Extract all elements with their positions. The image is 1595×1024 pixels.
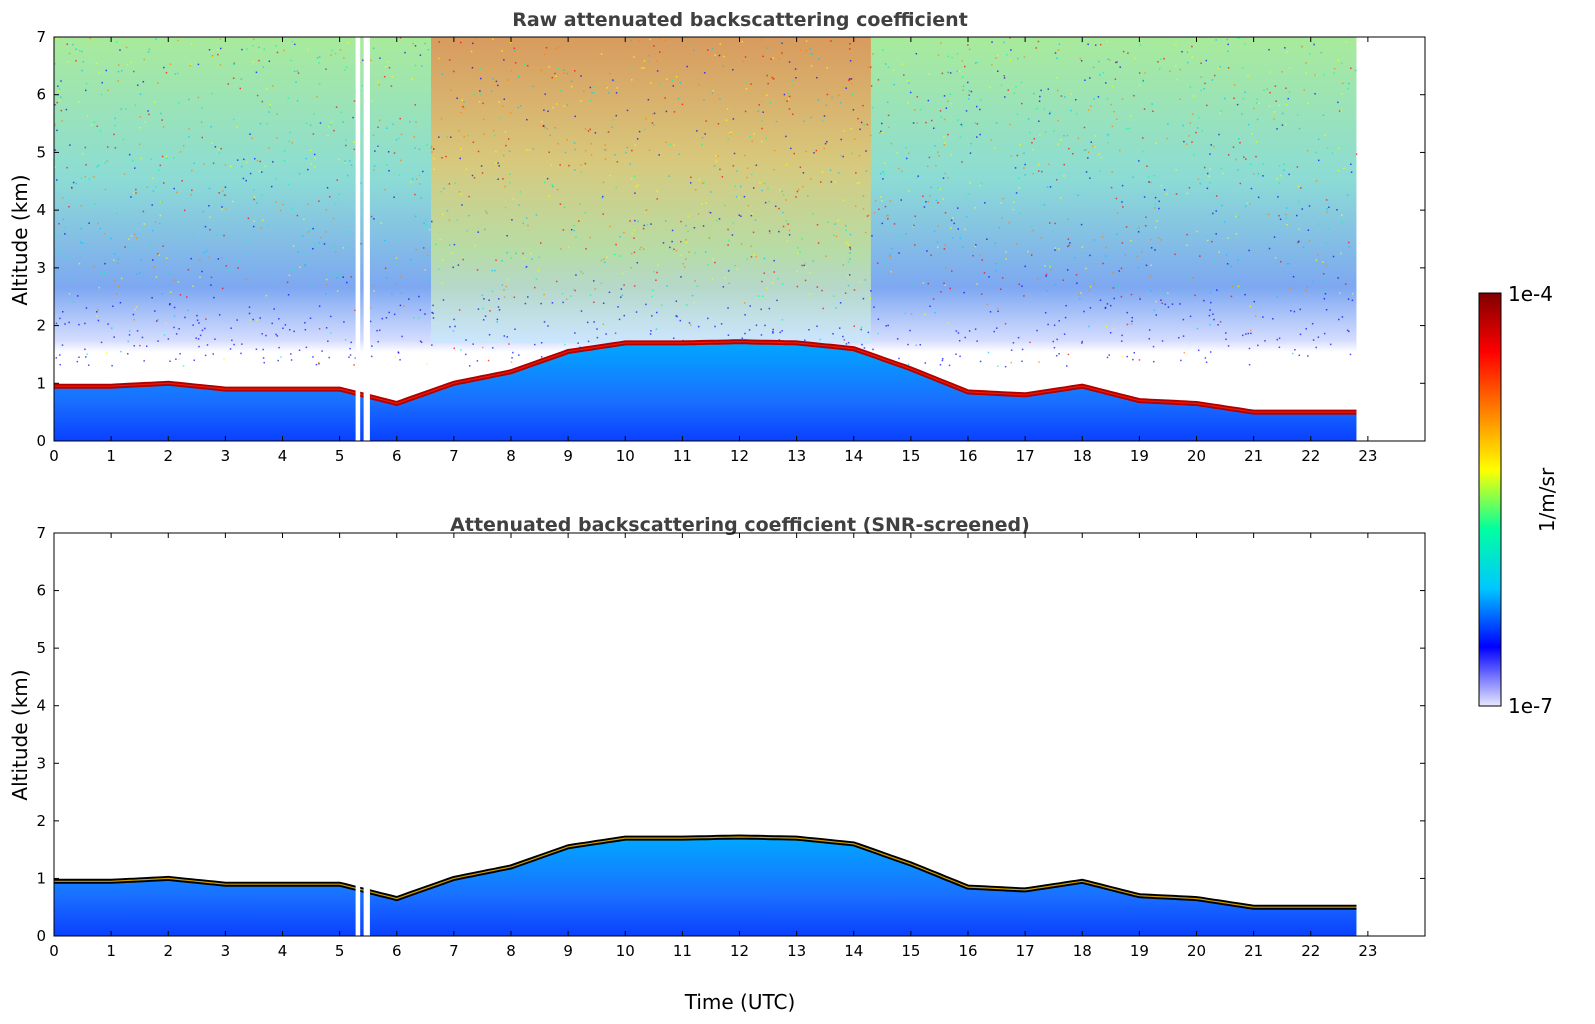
y-tick-label: 6 — [36, 86, 46, 104]
y-tick-label: 6 — [36, 582, 46, 600]
x-tick-label: 12 — [730, 447, 749, 465]
x-tick-label: 9 — [563, 942, 573, 960]
x-tick-label: 19 — [1130, 942, 1149, 960]
x-tick-label: 3 — [221, 942, 231, 960]
y-tick-label: 3 — [36, 754, 46, 772]
top-panel-title: Raw attenuated backscattering coefficien… — [512, 9, 968, 31]
x-tick-label: 22 — [1301, 942, 1320, 960]
x-tick-label: 11 — [673, 942, 692, 960]
y-tick-label: 7 — [36, 524, 46, 542]
colorbar — [1478, 292, 1502, 707]
y-tick-label: 1 — [36, 869, 46, 887]
x-tick-label: 17 — [1016, 942, 1035, 960]
data-gap-0 — [355, 37, 361, 441]
daytime-noise — [431, 37, 871, 343]
y-tick-label: 5 — [36, 639, 46, 657]
top-y-axis-label: Altitude (km) — [8, 174, 32, 305]
layer-top-highlight — [54, 341, 1357, 413]
boundary-layer — [54, 341, 1357, 441]
x-tick-label: 6 — [392, 942, 402, 960]
x-tick-label: 7 — [449, 447, 459, 465]
x-tick-label: 6 — [392, 447, 402, 465]
x-tick-label: 2 — [163, 942, 173, 960]
x-tick-label: 14 — [844, 447, 863, 465]
y-tick-label: 5 — [36, 143, 46, 161]
x-tick-label: 7 — [449, 942, 459, 960]
x-tick-label: 13 — [787, 942, 806, 960]
heatmap-field — [54, 37, 1358, 441]
x-tick-label: 22 — [1301, 447, 1320, 465]
x-tick-label: 15 — [901, 447, 920, 465]
x-tick-label: 1 — [106, 447, 116, 465]
x-tick-label: 21 — [1244, 447, 1263, 465]
colorbar-unit-label: 1/m/sr — [1535, 467, 1559, 532]
y-tick-label: 2 — [36, 812, 46, 830]
layer-top-highlight — [54, 836, 1357, 908]
x-tick-label: 4 — [278, 942, 288, 960]
y-tick-label: 2 — [36, 317, 46, 335]
x-tick-label: 5 — [335, 942, 345, 960]
x-tick-label: 1 — [106, 942, 116, 960]
boundary-layer — [54, 837, 1357, 936]
y-tick-label: 7 — [36, 28, 46, 46]
y-tick-label: 4 — [36, 201, 46, 219]
x-tick-label: 21 — [1244, 942, 1263, 960]
x-tick-label: 0 — [49, 447, 59, 465]
y-tick-label: 0 — [36, 927, 46, 945]
x-tick-label: 13 — [787, 447, 806, 465]
heatmap-field — [54, 533, 1357, 936]
data-gap-0 — [355, 533, 361, 936]
x-tick-label: 0 — [49, 942, 59, 960]
x-tick-label: 23 — [1358, 447, 1377, 465]
x-tick-label: 5 — [335, 447, 345, 465]
x-tick-label: 16 — [958, 942, 977, 960]
bottom-panel: 0 1 2 3 4 5 6 7 8 9 10 11 12 13 14 15 16 17 18 19 20 21 22 2301… — [36, 524, 1426, 960]
x-tick-label: 20 — [1187, 942, 1206, 960]
x-tick-label: 19 — [1130, 447, 1149, 465]
x-tick-label: 18 — [1073, 447, 1092, 465]
x-tick-label: 12 — [730, 942, 749, 960]
x-tick-label: 4 — [278, 447, 288, 465]
x-tick-label: 20 — [1187, 447, 1206, 465]
x-tick-label: 3 — [221, 447, 231, 465]
top-panel: 0 1 2 3 4 5 6 7 8 9 10 11 12 13 14 15 16 17 18 19 20 21 22 2301… — [36, 28, 1426, 465]
x-tick-label: 16 — [958, 447, 977, 465]
x-tick-label: 8 — [506, 942, 516, 960]
y-tick-label: 1 — [36, 374, 46, 392]
x-tick-label: 18 — [1073, 942, 1092, 960]
data-gap-1 — [363, 37, 370, 441]
bottom-panel-title: Attenuated backscattering coefficient (S… — [450, 514, 1030, 536]
y-tick-label: 0 — [36, 432, 46, 450]
x-tick-label: 17 — [1016, 447, 1035, 465]
x-tick-label: 23 — [1358, 942, 1377, 960]
x-tick-label: 9 — [563, 447, 573, 465]
bottom-y-axis-label: Altitude (km) — [8, 669, 32, 800]
x-tick-label: 2 — [163, 447, 173, 465]
x-tick-label: 10 — [616, 447, 635, 465]
y-tick-label: 4 — [36, 697, 46, 715]
colorbar-max-label: 1e-4 — [1508, 282, 1553, 306]
data-gap-1 — [363, 533, 370, 936]
x-tick-label: 14 — [844, 942, 863, 960]
x-tick-label: 15 — [901, 942, 920, 960]
colorbar-min-label: 1e-7 — [1508, 694, 1553, 718]
y-tick-label: 3 — [36, 259, 46, 277]
x-axis-label: Time (UTC) — [684, 990, 796, 1014]
x-tick-label: 8 — [506, 447, 516, 465]
x-tick-label: 10 — [616, 942, 635, 960]
x-tick-label: 11 — [673, 447, 692, 465]
